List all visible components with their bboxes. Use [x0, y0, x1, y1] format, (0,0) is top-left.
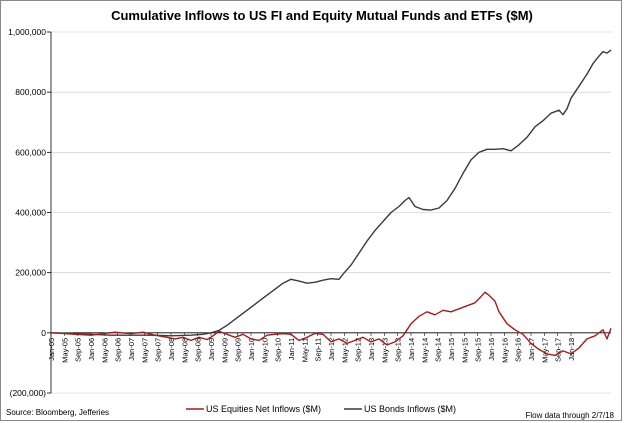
x-tick-label: May-17: [540, 338, 549, 363]
x-tick-label: Sep-11: [314, 338, 323, 362]
y-tick-label: 0: [41, 328, 46, 338]
x-tick-label: Sep-15: [474, 338, 483, 362]
x-tick-label: Jan-10: [247, 338, 256, 361]
y-axis-ticks: 1,000,000 800,000 600,000 400,000 200,000 0 (2…: [8, 27, 52, 398]
x-tick-label: May-13: [380, 338, 389, 363]
x-tick-label: May-09: [220, 338, 229, 363]
y-tick-label: 800,000: [15, 87, 46, 97]
x-tick-label: Sep-07: [154, 338, 163, 362]
y-tick-label: 1,000,000: [8, 27, 46, 37]
y-tick-label: 200,000: [15, 268, 46, 278]
y-tick-label: 600,000: [15, 147, 46, 157]
x-tick-label: Jan-06: [87, 338, 96, 361]
x-tick-label: Sep-12: [354, 338, 363, 362]
x-tick-label: Jan-13: [367, 338, 376, 361]
x-tick-label: May-07: [140, 338, 149, 363]
y-tick-label: (200,000): [10, 388, 47, 398]
x-tick-label: Jan-11: [287, 338, 296, 360]
x-tick-label: Sep-05: [74, 338, 83, 362]
x-tick-label: Sep-09: [234, 338, 243, 362]
x-tick-label: Jan-05: [47, 338, 56, 361]
x-tick-label: Sep-13: [394, 338, 403, 362]
x-tick-label: Sep-10: [274, 338, 283, 362]
source-note: Source: Bloomberg, Jefferies: [6, 408, 109, 417]
x-tick-label: Jan-12: [327, 338, 336, 361]
chart-title: Cumulative Inflows to US FI and Equity M…: [111, 8, 533, 23]
x-tick-label: May-16: [500, 338, 509, 363]
x-tick-label: Jan-15: [447, 338, 456, 361]
x-tick-label: Sep-06: [114, 338, 123, 362]
x-tick-label: Jan-14: [407, 338, 416, 361]
bonds-inflows-line: [50, 49, 612, 337]
x-tick-label: Jan-07: [127, 338, 136, 361]
x-tick-label: May-14: [420, 338, 429, 363]
flow-date-note: Flow data through 2/7/18: [525, 411, 614, 420]
y-tick-label: 400,000: [15, 208, 46, 218]
x-tick-label: Sep-14: [434, 338, 443, 362]
series-lines: [50, 49, 612, 357]
x-tick-label: Sep-17: [554, 338, 563, 362]
x-tick-label: Jan-09: [207, 338, 216, 361]
x-tick-label: Sep-16: [514, 338, 523, 362]
x-tick-label: Jan-17: [527, 338, 536, 361]
legend-label-equities: US Equities Net Inflows ($M): [206, 404, 321, 414]
x-tick-label: Jan-18: [567, 338, 576, 361]
x-tick-label: May-11: [300, 338, 309, 362]
x-tick-label: Jan-16: [487, 338, 496, 361]
x-tick-label: Sep-08: [194, 338, 203, 362]
x-tick-label: May-08: [180, 338, 189, 363]
x-tick-label: May-10: [260, 338, 269, 363]
x-tick-label: May-05: [60, 338, 69, 363]
x-tick-label: Jan-08: [167, 338, 176, 361]
x-tick-label: May-15: [460, 338, 469, 363]
legend-label-bonds: US Bonds Inflows ($M): [364, 404, 456, 414]
x-tick-label: May-06: [100, 338, 109, 363]
equities-inflows-line: [50, 291, 612, 357]
x-tick-label: May-12: [340, 338, 349, 363]
